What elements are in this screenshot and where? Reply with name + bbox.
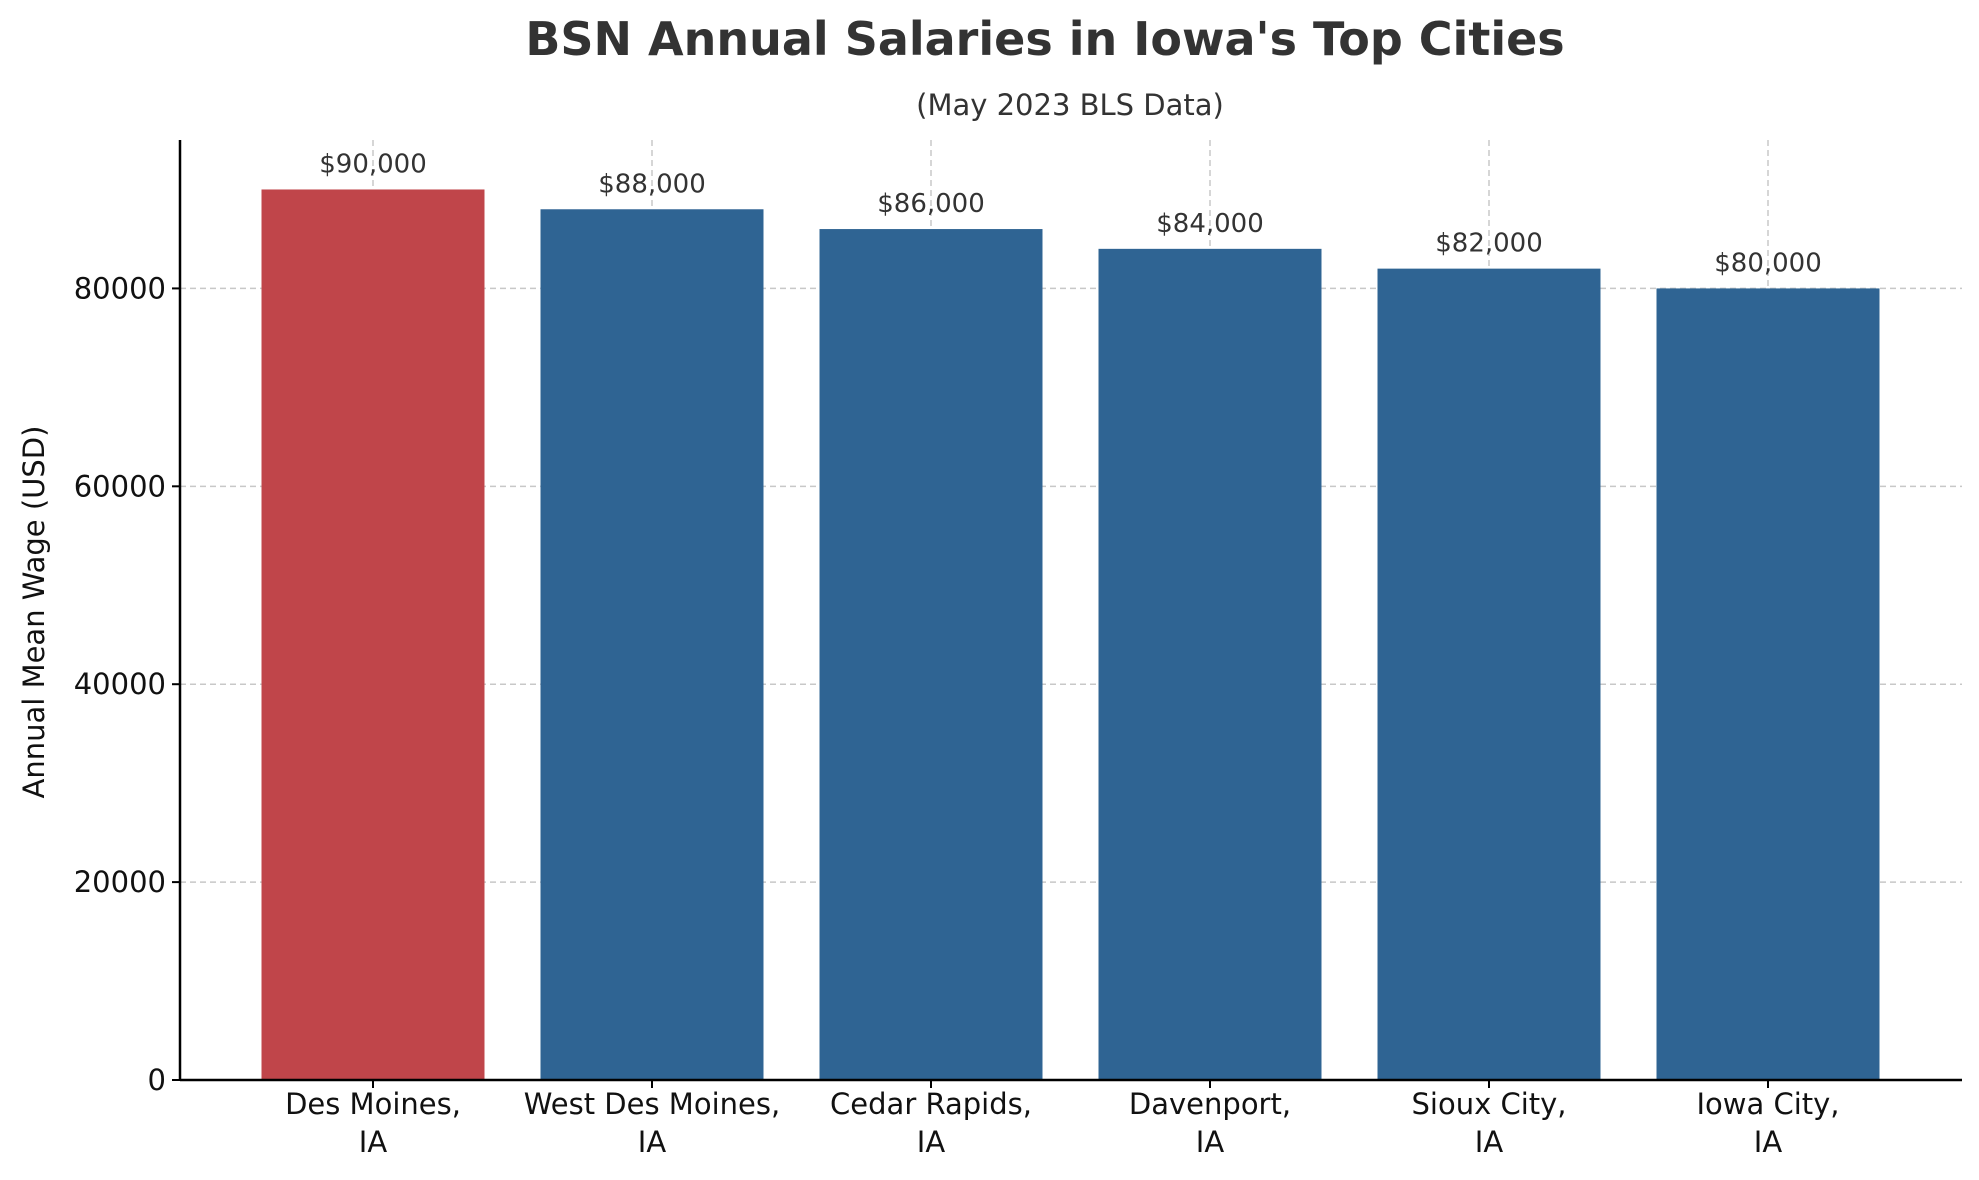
x-tick-label-line: Des Moines, bbox=[285, 1087, 461, 1121]
x-tick-label: Cedar Rapids, IA bbox=[830, 1087, 1032, 1159]
bar bbox=[1377, 268, 1601, 1080]
bar bbox=[819, 229, 1043, 1081]
bar-value-label: $90,000 bbox=[319, 149, 427, 179]
x-tick-label: Des Moines, IA bbox=[285, 1087, 461, 1159]
bar-value-label: $88,000 bbox=[598, 169, 706, 199]
axes bbox=[172, 140, 1962, 1088]
bar-value-label: $86,000 bbox=[877, 189, 985, 219]
bar-value-label: $84,000 bbox=[1156, 209, 1264, 239]
y-tick-label: 80000 bbox=[74, 271, 166, 305]
x-tick-label-line: Sioux City, bbox=[1411, 1087, 1566, 1121]
x-tick-label: Iowa City, IA bbox=[1696, 1087, 1839, 1159]
bar-value-label: $82,000 bbox=[1435, 229, 1543, 259]
y-tick-label: 0 bbox=[148, 1063, 166, 1097]
labels: $90,000 $88,000 $86,000 $84,000 $82,000 $80,0… bbox=[74, 149, 1840, 1159]
y-tick-label: 40000 bbox=[74, 667, 166, 701]
bar-value-label: $80,000 bbox=[1714, 248, 1822, 278]
bar bbox=[1656, 288, 1880, 1081]
y-axis-label: Annual Mean Wage (USD) bbox=[17, 426, 51, 799]
bar bbox=[261, 189, 485, 1080]
x-tick-label: Sioux City, IA bbox=[1411, 1087, 1566, 1159]
x-tick-label-line: IA bbox=[1754, 1125, 1783, 1159]
x-tick-label: Davenport, IA bbox=[1129, 1087, 1291, 1159]
x-tick-label-line: IA bbox=[1475, 1125, 1504, 1159]
x-tick-label-line: IA bbox=[1196, 1125, 1225, 1159]
y-tick-label: 60000 bbox=[74, 469, 166, 503]
x-tick-label-line: Cedar Rapids, bbox=[830, 1087, 1032, 1121]
bar bbox=[1098, 248, 1322, 1080]
bar bbox=[540, 209, 764, 1080]
x-tick-label-line: IA bbox=[359, 1125, 388, 1159]
y-tick-label: 20000 bbox=[74, 865, 166, 899]
x-tick-label-line: IA bbox=[917, 1125, 946, 1159]
x-tick-label-line: IA bbox=[638, 1125, 667, 1159]
chart-title: BSN Annual Salaries in Iowa's Top Cities bbox=[525, 12, 1564, 66]
x-tick-label-line: West Des Moines, bbox=[524, 1087, 780, 1121]
bars bbox=[261, 189, 1880, 1081]
x-tick-label-line: Davenport, bbox=[1129, 1087, 1291, 1121]
x-tick-label-line: Iowa City, bbox=[1696, 1087, 1839, 1121]
x-tick-label: West Des Moines, IA bbox=[524, 1087, 780, 1159]
chart-subtitle: (May 2023 BLS Data) bbox=[916, 88, 1224, 122]
